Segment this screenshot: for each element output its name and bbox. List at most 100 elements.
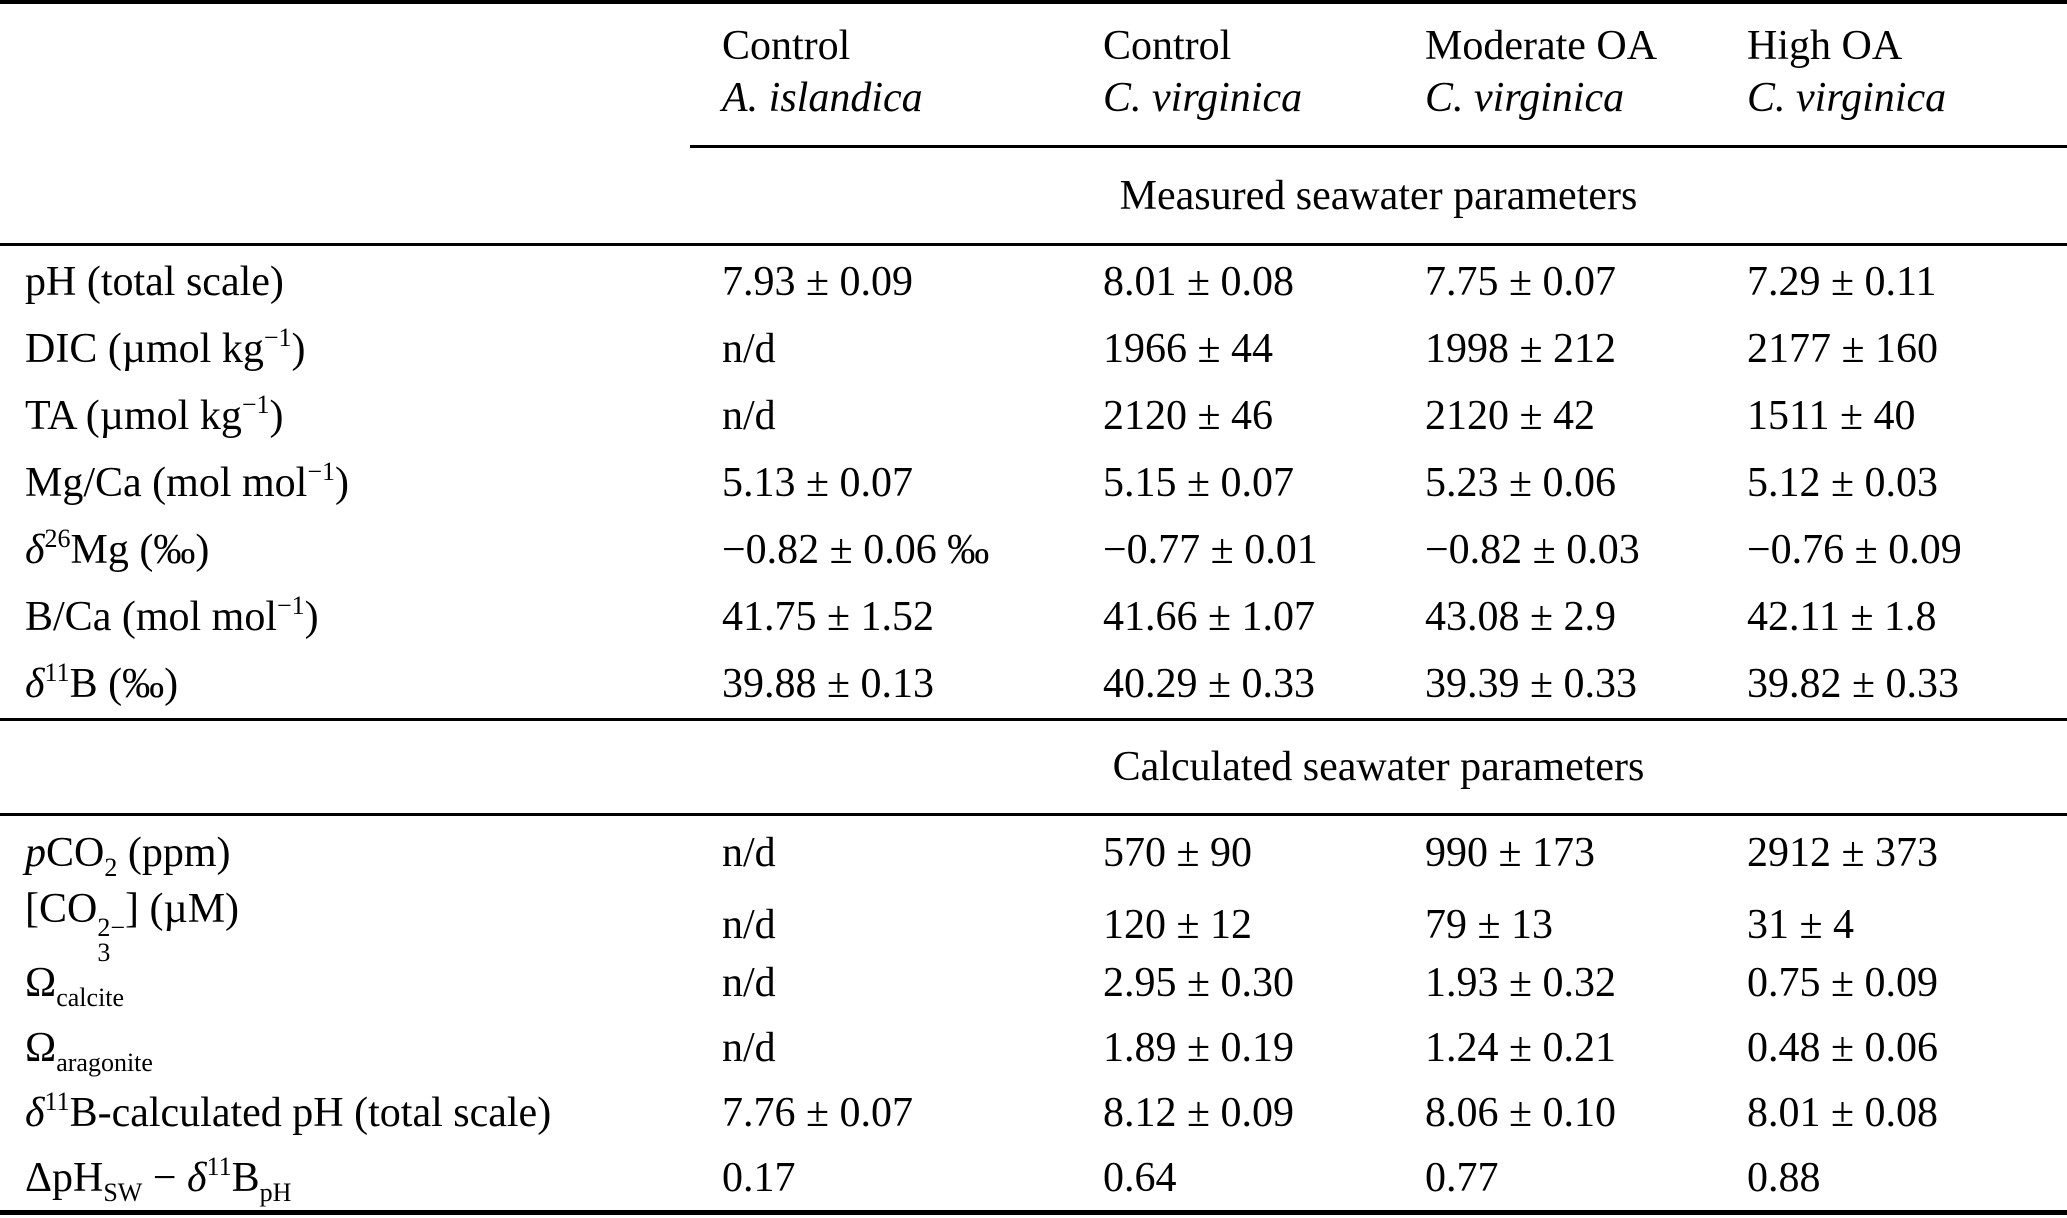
row-label: Ωaragonite	[25, 1024, 153, 1077]
row-label: ΔpHSW − δ11BpH	[25, 1151, 292, 1207]
section-title-calculated: Calculated seawater parameters	[1112, 744, 1645, 790]
cell-value: 39.88 ± 0.13	[722, 660, 935, 707]
cell-value: n/d	[722, 325, 776, 372]
cell-value: 2.95 ± 0.30	[1103, 959, 1295, 1006]
cell-value: 7.75 ± 0.07	[1425, 258, 1617, 305]
cell-value: −0.76 ± 0.09	[1747, 526, 1962, 573]
cell-value: 41.75 ± 1.52	[722, 593, 935, 640]
column-header-moderate-oa: Moderate OA C. virginica	[1425, 20, 1747, 124]
table-row-delta-ph: ΔpHSW − δ11BpH 0.17 0.64 0.77 0.88	[0, 1145, 2067, 1210]
table-row-ta: TA (µmol kg−1) n/d 2120 ± 46 2120 ± 42 1…	[0, 382, 2067, 449]
cell-value: n/d	[722, 829, 776, 876]
row-label: TA (µmol kg−1)	[25, 389, 284, 439]
cell-value: 0.17	[722, 1154, 796, 1201]
section-divider-rule	[0, 813, 2067, 816]
cell-value: 5.15 ± 0.07	[1103, 459, 1295, 506]
cell-value: −0.77 ± 0.01	[1103, 526, 1318, 573]
cell-value: 7.93 ± 0.09	[722, 258, 914, 305]
cell-value: 1.24 ± 0.21	[1425, 1024, 1617, 1071]
section-title-measured: Measured seawater parameters	[1119, 172, 1638, 219]
row-label: Ωcalcite	[25, 959, 125, 1012]
table-row-omega-calcite: Ωcalcite n/d 2.95 ± 0.30 1.93 ± 0.32 0.7…	[0, 950, 2067, 1015]
cell-value: n/d	[722, 902, 776, 948]
table-row-mg-ca: Mg/Ca (mol mol−1) 5.13 ± 0.07 5.15 ± 0.0…	[0, 449, 2067, 516]
header-underline-rule	[690, 145, 2067, 148]
cell-value: 0.75 ± 0.09	[1747, 959, 1939, 1006]
table-top-rule	[0, 0, 2067, 4]
row-label: DIC (µmol kg−1)	[25, 322, 306, 372]
row-label: [CO 2− 3] (µM)	[25, 886, 240, 967]
cell-value: 1511 ± 40	[1747, 392, 1916, 439]
cell-value: 40.29 ± 0.33	[1103, 660, 1316, 707]
table-row-omega-aragonite: Ωaragonite n/d 1.89 ± 0.19 1.24 ± 0.21 0…	[0, 1015, 2067, 1080]
table-row-co3: [CO 2− 3] (µM) n/d 120 ± 12 79 ± 13 31 ± 4	[0, 885, 2067, 966]
cell-value: 0.88	[1747, 1154, 1821, 1201]
cell-value: 0.77	[1425, 1154, 1499, 1201]
column-header-high-oa: High OA C. virginica	[1747, 20, 2067, 124]
cell-value: −0.82 ± 0.06 ‰	[722, 526, 990, 573]
treatment-label: Control	[722, 23, 851, 69]
row-label: pCO2 (ppm)	[25, 829, 231, 882]
column-header-row: Control A. islandica Control C. virginic…	[0, 4, 2067, 145]
cell-value: 8.01 ± 0.08	[1747, 1089, 1939, 1136]
cell-value: 39.82 ± 0.33	[1747, 660, 1960, 707]
header-underline-rule-wrap	[0, 145, 2067, 148]
table-bottom-rule	[0, 1210, 2067, 1215]
cell-value: 7.29 ± 0.11	[1747, 258, 1937, 305]
cell-value: 1.89 ± 0.19	[1103, 1024, 1295, 1071]
row-label: B/Ca (mol mol−1)	[25, 590, 319, 640]
cell-value: 42.11 ± 1.8	[1747, 593, 1937, 640]
cell-value: 5.12 ± 0.03	[1747, 459, 1939, 506]
table-row-ph: pH (total scale) 7.93 ± 0.09 8.01 ± 0.08…	[0, 248, 2067, 315]
cell-value: 79 ± 13	[1425, 902, 1554, 948]
cell-value: 0.48 ± 0.06	[1747, 1024, 1939, 1071]
cell-value: 120 ± 12	[1103, 902, 1253, 948]
row-label: δ11B (‰)	[25, 657, 179, 707]
cell-value: 2177 ± 160	[1747, 325, 1939, 372]
cell-value: 1966 ± 44	[1103, 325, 1274, 372]
cell-value: 2120 ± 42	[1425, 392, 1596, 439]
cell-value: 43.08 ± 2.9	[1425, 593, 1617, 640]
cell-value: 8.06 ± 0.10	[1425, 1089, 1617, 1136]
species-name: C. virginica	[1103, 75, 1303, 121]
cell-value: 39.39 ± 0.33	[1425, 660, 1638, 707]
row-label: Mg/Ca (mol mol−1)	[25, 456, 350, 506]
cell-value: 5.13 ± 0.07	[722, 459, 914, 506]
cell-value: 5.23 ± 0.06	[1425, 459, 1617, 506]
cell-value: n/d	[722, 392, 776, 439]
cell-value: 1998 ± 212	[1425, 325, 1617, 372]
species-name: C. virginica	[1425, 75, 1625, 121]
section-divider-rule	[0, 243, 2067, 246]
table-row-b-ca: B/Ca (mol mol−1) 41.75 ± 1.52 41.66 ± 1.…	[0, 583, 2067, 650]
treatment-label: Control	[1103, 23, 1232, 69]
column-header-control-islandica: Control A. islandica	[722, 20, 1103, 124]
cell-value: n/d	[722, 1024, 776, 1071]
cell-value: 0.64	[1103, 1154, 1177, 1201]
cell-value: 41.66 ± 1.07	[1103, 593, 1316, 640]
cell-value: 2120 ± 46	[1103, 392, 1274, 439]
calculated-section-band: Calculated seawater parameters	[0, 721, 2067, 813]
treatment-label: High OA	[1747, 23, 1903, 69]
cell-value: 7.76 ± 0.07	[722, 1089, 914, 1136]
cell-value: 8.12 ± 0.09	[1103, 1089, 1295, 1136]
species-name: A. islandica	[722, 75, 923, 121]
cell-value: −0.82 ± 0.03	[1425, 526, 1640, 573]
row-label: δ26Mg (‰)	[25, 523, 210, 573]
cell-value: 8.01 ± 0.08	[1103, 258, 1295, 305]
row-label: pH (total scale)	[25, 258, 284, 305]
cell-value: 990 ± 173	[1425, 829, 1596, 876]
table-row-d11b-calc-ph: δ11B-calculated pH (total scale) 7.76 ± …	[0, 1080, 2067, 1145]
cell-value: 2912 ± 373	[1747, 829, 1939, 876]
section-divider-rule	[0, 718, 2067, 721]
table-row-d26mg: δ26Mg (‰) −0.82 ± 0.06 ‰ −0.77 ± 0.01 −0…	[0, 516, 2067, 583]
cell-value: 570 ± 90	[1103, 829, 1253, 876]
column-header-control-virginica: Control C. virginica	[1103, 20, 1425, 124]
measured-section-band: Measured seawater parameters	[0, 148, 2067, 243]
measured-rows-section: pH (total scale) 7.93 ± 0.09 8.01 ± 0.08…	[0, 246, 2067, 718]
cell-value: 1.93 ± 0.32	[1425, 959, 1617, 1006]
calculated-rows-section: pCO2 (ppm) n/d 570 ± 90 990 ± 173 2912 ±…	[0, 816, 2067, 1210]
table-row-pco2: pCO2 (ppm) n/d 570 ± 90 990 ± 173 2912 ±…	[0, 820, 2067, 885]
species-name: C. virginica	[1747, 75, 1947, 121]
row-label: δ11B-calculated pH (total scale)	[25, 1086, 552, 1136]
